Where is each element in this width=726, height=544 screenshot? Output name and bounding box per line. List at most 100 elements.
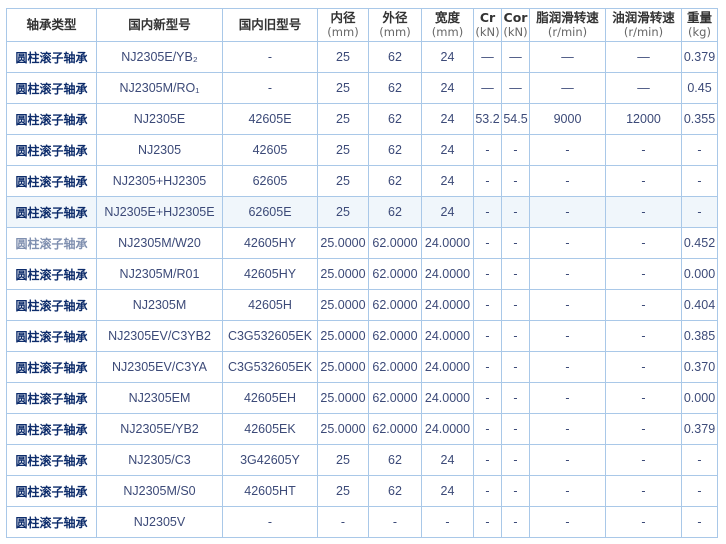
table-cell: 25.0000 xyxy=(317,413,369,445)
table-cell[interactable]: NJ2305EM xyxy=(96,382,223,414)
table-cell: 24 xyxy=(421,444,474,476)
table-cell: C3G532605EK xyxy=(222,320,318,352)
table-cell: 62.0000 xyxy=(368,258,422,290)
table-cell: - xyxy=(222,41,318,73)
table-cell: - xyxy=(529,196,606,228)
table-cell: 24 xyxy=(421,134,474,166)
table-cell: 0.000 xyxy=(681,382,718,414)
table-cell: 24.0000 xyxy=(421,320,474,352)
table-row[interactable]: 圆柱滚子轴承 NJ2305M/W20 42605HY 25.0000 62.0000 24… xyxy=(6,227,718,259)
table-cell: - xyxy=(529,351,606,383)
table-cell: - xyxy=(681,196,718,228)
table-row[interactable]: 圆柱滚子轴承 NJ2305EV/C3YB2 C3G532605EK 25.0000 62… xyxy=(6,320,718,352)
column-header-label: 脂润滑转速 xyxy=(536,10,599,25)
table-cell[interactable]: NJ2305EV/C3YA xyxy=(96,351,223,383)
table-cell: 24.0000 xyxy=(421,227,474,259)
table-cell: - xyxy=(529,134,606,166)
table-cell[interactable]: NJ2305+HJ2305 xyxy=(96,165,223,197)
bearing-type-cell: 圆柱滚子轴承 xyxy=(6,165,97,197)
bearing-type-cell: 圆柱滚子轴承 xyxy=(6,72,97,104)
table-cell: 9000 xyxy=(529,103,606,135)
column-header: 国内新型号 xyxy=(96,8,223,42)
table-cell: — xyxy=(605,72,682,104)
table-cell: 24 xyxy=(421,41,474,73)
table-cell[interactable]: NJ2305V xyxy=(96,506,223,538)
table-cell: — xyxy=(473,41,502,73)
table-row[interactable]: 圆柱滚子轴承 NJ2305M 42605H 25.0000 62.0000 24.0000… xyxy=(6,289,718,321)
table-cell: - xyxy=(473,196,502,228)
table-row[interactable]: 圆柱滚子轴承 NJ2305EM 42605EH 25.0000 62.0000 24.00… xyxy=(6,382,718,414)
table-cell: - xyxy=(501,382,530,414)
table-cell: 42605H xyxy=(222,289,318,321)
table-row[interactable]: 圆柱滚子轴承 NJ2305E+HJ2305E 62605E 25 62 24- - - - - xyxy=(6,196,718,228)
table-cell: 25.0000 xyxy=(317,258,369,290)
table-cell[interactable]: NJ2305E xyxy=(96,103,223,135)
table-cell: 25 xyxy=(317,134,369,166)
table-cell: C3G532605EK xyxy=(222,351,318,383)
table-cell: 25.0000 xyxy=(317,227,369,259)
table-cell: - xyxy=(222,506,318,538)
table-cell[interactable]: NJ2305M xyxy=(96,289,223,321)
table-cell[interactable]: NJ2305E/YB2 xyxy=(96,413,223,445)
table-cell: 62.0000 xyxy=(368,413,422,445)
table-row[interactable]: 圆柱滚子轴承 NJ2305E/YB₂ -25 62 24— — — —0.379 xyxy=(6,41,718,73)
bearing-type-cell: 圆柱滚子轴承 xyxy=(6,196,97,228)
table-cell: 54.5 xyxy=(501,103,530,135)
table-cell: - xyxy=(529,506,606,538)
table-cell: - xyxy=(473,289,502,321)
column-header-unit: (r/min) xyxy=(547,25,588,39)
table-cell[interactable]: NJ2305/C3 xyxy=(96,444,223,476)
table-cell: - xyxy=(421,506,474,538)
table-cell: 42605 xyxy=(222,134,318,166)
table-cell[interactable]: NJ2305EV/C3YB2 xyxy=(96,320,223,352)
table-cell[interactable]: NJ2305M/W20 xyxy=(96,227,223,259)
table-row[interactable]: 圆柱滚子轴承 NJ2305+HJ2305 62605 25 62 24- - - - - xyxy=(6,165,718,197)
table-cell: 42605EH xyxy=(222,382,318,414)
table-cell: - xyxy=(501,196,530,228)
column-header-unit: (kN) xyxy=(503,25,528,39)
table-row[interactable]: 圆柱滚子轴承 NJ2305E/YB2 42605EK 25.0000 62.0000 24… xyxy=(6,413,718,445)
table-cell: 62 xyxy=(368,134,422,166)
column-header-label: 国内新型号 xyxy=(128,17,191,32)
table-cell: - xyxy=(605,165,682,197)
table-cell: - xyxy=(473,382,502,414)
table-row[interactable]: 圆柱滚子轴承 NJ2305V - - - - - - - - - xyxy=(6,506,718,538)
column-header: 外径 (mm) xyxy=(368,8,422,42)
table-cell: 62 xyxy=(368,72,422,104)
table-cell[interactable]: NJ2305M/R01 xyxy=(96,258,223,290)
table-cell: 0.45 xyxy=(681,72,718,104)
table-cell: 25 xyxy=(317,41,369,73)
table-row[interactable]: 圆柱滚子轴承 NJ2305 42605 25 62 24- - - - - xyxy=(6,134,718,166)
table-cell: - xyxy=(501,506,530,538)
table-cell: - xyxy=(368,506,422,538)
table-row[interactable]: 圆柱滚子轴承 NJ2305/C3 3G42605Y 25 62 24- - - - - xyxy=(6,444,718,476)
table-cell: - xyxy=(529,444,606,476)
table-cell: 62 xyxy=(368,444,422,476)
table-cell[interactable]: NJ2305M/S0 xyxy=(96,475,223,507)
table-cell: 25 xyxy=(317,165,369,197)
column-header-unit: (kg) xyxy=(688,25,711,39)
table-cell[interactable]: NJ2305E/YB₂ xyxy=(96,41,223,73)
table-cell: 25.0000 xyxy=(317,351,369,383)
table-cell: 0.379 xyxy=(681,41,718,73)
header-row: 轴承类型 国内新型号 国内旧型号 内径 (mm) 外径 (mm) 宽度 (mm) Cr (kN) Co… xyxy=(6,8,718,42)
table-row[interactable]: 圆柱滚子轴承 NJ2305E 42605E 25 62 24 53.2 54.5 9000 120… xyxy=(6,103,718,135)
table-row[interactable]: 圆柱滚子轴承 NJ2305M/S0 42605HT 25 62 24- - - - - xyxy=(6,475,718,507)
table-cell: - xyxy=(529,227,606,259)
table-row[interactable]: 圆柱滚子轴承 NJ2305M/R01 42605HY 25.0000 62.0000 24… xyxy=(6,258,718,290)
table-row[interactable]: 圆柱滚子轴承 NJ2305M/RO₁ -25 62 24— — — —0.45 xyxy=(6,72,718,104)
table-cell: 42605EK xyxy=(222,413,318,445)
table-cell: - xyxy=(529,320,606,352)
table-cell[interactable]: NJ2305 xyxy=(96,134,223,166)
table-cell: 42605HT xyxy=(222,475,318,507)
column-header: 油润滑转速 (r/min) xyxy=(605,8,682,42)
table-cell[interactable]: NJ2305E+HJ2305E xyxy=(96,196,223,228)
table-cell: 0.385 xyxy=(681,320,718,352)
table-cell: — xyxy=(605,41,682,73)
bearing-type-cell: 圆柱滚子轴承 xyxy=(6,227,97,259)
table-cell: - xyxy=(473,444,502,476)
column-header: 脂润滑转速 (r/min) xyxy=(529,8,606,42)
column-header: Cr (kN) xyxy=(473,8,502,42)
table-row[interactable]: 圆柱滚子轴承 NJ2305EV/C3YA C3G532605EK 25.0000 62.… xyxy=(6,351,718,383)
table-cell[interactable]: NJ2305M/RO₁ xyxy=(96,72,223,104)
